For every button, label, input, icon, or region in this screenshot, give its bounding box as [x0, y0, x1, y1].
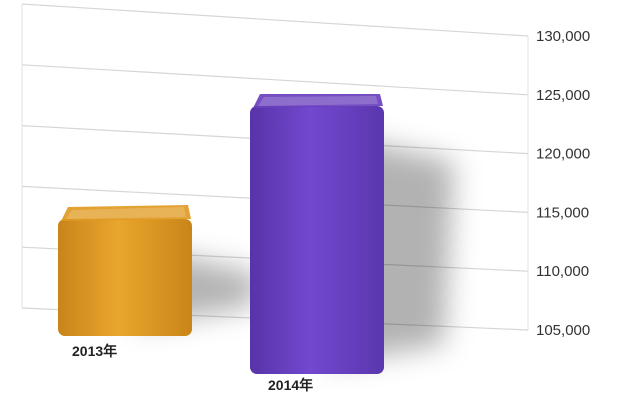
- y-axis-ticks: 130,000 125,000 120,000 115,000 110,000 105,0…: [536, 28, 590, 339]
- y-tick-label: 125,000: [536, 87, 590, 104]
- bar-front: [58, 219, 192, 336]
- gridline: [21, 64, 529, 96]
- y-tick-label: 120,000: [536, 146, 590, 163]
- bar: [58, 205, 192, 336]
- bar-top-highlight: [258, 96, 378, 106]
- y-tick-label: 105,000: [536, 322, 590, 339]
- y-tick-label: 110,000: [536, 263, 589, 280]
- bar: [250, 94, 384, 374]
- bar-front: [250, 106, 384, 374]
- bar-top: [253, 94, 383, 108]
- bar-top-highlight: [66, 207, 186, 219]
- x-category-label: 2014年: [268, 377, 313, 393]
- bar-top: [61, 205, 191, 221]
- y-tick-label: 130,000: [536, 28, 590, 45]
- y-tick-label: 115,000: [536, 204, 589, 221]
- bars: [58, 94, 384, 374]
- gridline: [21, 3, 529, 37]
- x-axis-categories: 2013年 2014年: [72, 343, 313, 393]
- x-category-label: 2013年: [72, 343, 117, 359]
